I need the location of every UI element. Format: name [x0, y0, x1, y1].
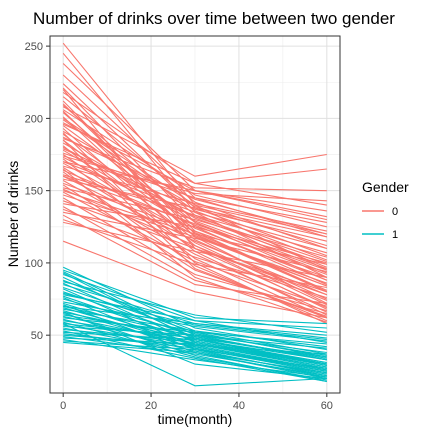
legend-title: Gender — [362, 179, 409, 195]
series-line-gender-0 — [63, 203, 327, 264]
series-line-gender-0 — [62, 197, 327, 312]
y-tick-label: 200 — [25, 113, 43, 125]
series-line-gender-0 — [62, 188, 328, 302]
legend: Gender 01 — [362, 179, 409, 241]
x-tick-label: 20 — [145, 400, 157, 412]
y-tick-label: 50 — [31, 330, 43, 342]
chart-title: Number of drinks over time between two g… — [33, 9, 395, 28]
series-line-gender-0 — [63, 187, 327, 258]
series-line-gender-0 — [62, 206, 327, 315]
series-line-gender-1 — [63, 294, 327, 329]
y-tick-label: 100 — [25, 258, 43, 270]
legend-items: 01 — [362, 206, 398, 241]
series-line-gender-0 — [63, 155, 327, 202]
series-line-gender-0 — [63, 165, 327, 232]
y-axis-title: Number of drinks — [5, 161, 21, 268]
series-line-gender-0 — [62, 103, 328, 293]
series-line-gender-1 — [63, 341, 327, 374]
series-line-gender-1 — [62, 272, 327, 365]
y-tick-label: 250 — [25, 41, 43, 53]
series-line-gender-0 — [62, 119, 327, 261]
series-line-gender-1 — [63, 308, 327, 348]
legend-label-0: 0 — [392, 206, 398, 218]
x-axis-ticks: 0 20 40 60 — [60, 393, 333, 412]
x-tick-label: 40 — [233, 400, 245, 412]
panel-border — [49, 35, 341, 394]
series-line-gender-1 — [63, 301, 327, 342]
series-line-gender-0 — [62, 109, 327, 228]
series-line-gender-0 — [62, 106, 327, 177]
series-line-gender-0 — [62, 146, 327, 263]
series-line-gender-0 — [63, 240, 327, 319]
series-line-gender-0 — [62, 110, 327, 287]
data-lines — [62, 42, 328, 387]
series-line-gender-1 — [63, 269, 327, 325]
series-line-gender-1 — [63, 336, 327, 377]
series-line-gender-0 — [62, 132, 328, 325]
series-line-gender-0 — [63, 161, 327, 218]
series-line-gender-0 — [63, 211, 327, 273]
series-line-gender-0 — [62, 89, 327, 296]
series-line-gender-1 — [62, 266, 327, 351]
y-axis-ticks: 50 100 150 200 250 — [25, 41, 50, 342]
x-tick-label: 60 — [321, 400, 333, 412]
plot-panel — [49, 35, 341, 394]
legend-label-1: 1 — [392, 229, 398, 241]
series-line-gender-0 — [63, 178, 327, 238]
series-line-gender-0 — [62, 123, 327, 184]
x-tick-label: 0 — [60, 400, 66, 412]
series-line-gender-1 — [62, 323, 327, 387]
series-line-gender-1 — [63, 305, 327, 339]
series-line-gender-1 — [63, 334, 327, 355]
series-line-gender-0 — [63, 208, 327, 299]
series-line-gender-1 — [62, 311, 327, 380]
series-line-gender-0 — [63, 138, 327, 192]
series-line-gender-1 — [63, 337, 327, 365]
series-line-gender-0 — [62, 139, 327, 319]
series-line-gender-0 — [63, 221, 327, 278]
series-line-gender-0 — [62, 168, 327, 323]
series-line-gender-0 — [62, 117, 327, 235]
series-line-gender-0 — [62, 130, 327, 247]
series-line-gender-1 — [63, 281, 327, 333]
x-axis-title: time(month) — [158, 411, 233, 427]
series-line-gender-0 — [62, 214, 327, 304]
y-tick-label: 150 — [25, 186, 43, 198]
series-line-gender-0 — [62, 191, 327, 307]
series-line-gender-1 — [63, 317, 327, 345]
